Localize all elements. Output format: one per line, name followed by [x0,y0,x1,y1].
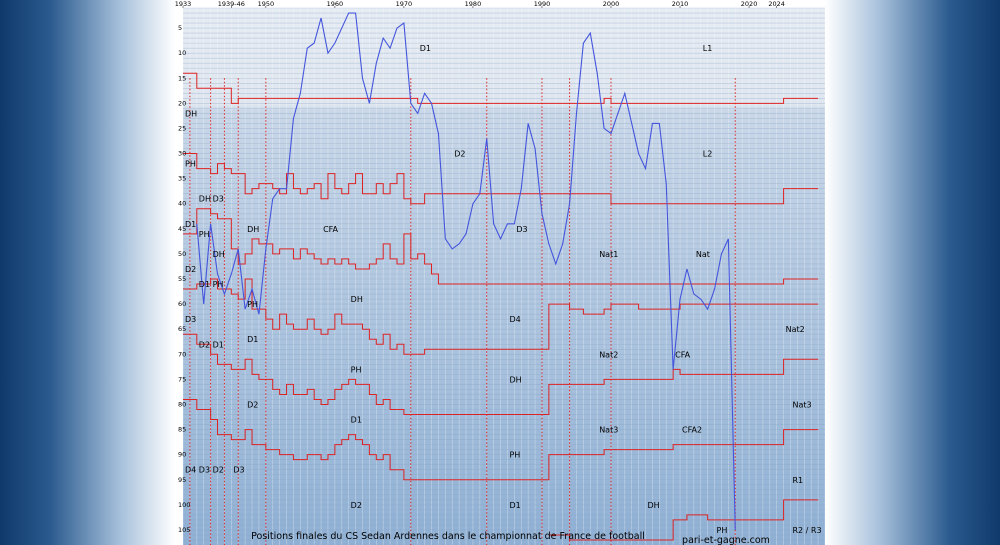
position-series-line [196,12,736,530]
y-tick-label: 65 [178,325,186,333]
league-boundary-line [183,398,819,481]
league-label: DH [247,225,259,234]
league-label: PH [213,280,224,289]
league-label: R2 / R3 [792,526,821,535]
y-tick-label: 40 [178,200,186,208]
league-label: D3 [213,195,224,204]
y-tick-label: 95 [178,476,186,484]
league-label: CFA [323,225,338,234]
x-tick-label: 1939-46 [218,0,245,8]
y-tick-label: 70 [178,350,186,358]
league-label: D1 [420,44,431,53]
x-tick-label: 1990 [534,0,551,8]
league-boundary-line [183,72,819,104]
y-tick-label: 55 [178,275,186,283]
league-label: L2 [703,150,713,159]
x-axis-ticks: 1933 1939-46 1950 1960 1970 1980 1990 2000 2010 2… [175,0,785,8]
league-label: DH [213,250,225,259]
league-label: D4 [185,466,196,475]
league-label: D2 [351,501,362,510]
dotted-markers [189,78,736,545]
league-label: D1 [213,340,224,349]
y-tick-label: 45 [178,225,186,233]
league-label: Nat3 [599,426,618,435]
source-credit: pari-et-gagne.com [682,535,770,545]
league-label: D2 [247,400,258,409]
league-label: D1 [351,416,362,425]
x-tick-label: 2000 [603,0,620,8]
league-label: D2 [199,340,210,349]
league-label: PH [185,160,196,169]
league-label: PH [717,526,728,535]
x-tick-label: 1980 [465,0,482,8]
league-label: L1 [703,44,713,53]
y-tick-label: 75 [178,375,186,383]
league-label: DH [199,195,211,204]
league-label: PH [199,230,210,239]
x-tick-label: 1950 [258,0,275,8]
league-label: D3 [185,315,196,324]
league-label: DH [509,375,521,384]
league-label: D1 [199,280,210,289]
league-label: Nat [696,250,710,259]
position-line [196,12,736,530]
y-tick-label: 80 [178,400,186,408]
league-label: DH [351,295,363,304]
y-tick-label: 85 [178,426,186,434]
league-label: PH [247,300,258,309]
y-axis-ticks: 5 10 15 20 25 30 35 40 45 50 55 60 65 70 75 80 85 90 95 100… [178,24,190,534]
league-boundary-line [548,499,819,541]
y-tick-label: 35 [178,175,186,183]
league-label: D3 [516,225,527,234]
league-label: DH [185,109,197,118]
x-tick-label: 1960 [327,0,344,8]
league-label: D2 [213,466,224,475]
x-tick-label: 2020 [741,0,758,8]
league-label: Nat3 [792,400,811,409]
y-tick-label: 100 [178,501,190,509]
league-label: Nat2 [599,350,618,359]
league-label: D1 [509,501,520,510]
league-label: R1 [792,476,803,485]
y-tick-label: 5 [178,24,182,32]
y-tick-label: 105 [178,526,190,534]
league-label: PH [351,365,362,374]
y-tick-label: 10 [178,49,186,57]
league-label: Nat2 [786,325,805,334]
league-label: CFA2 [682,426,702,435]
league-boundary-line [183,278,819,355]
chart-title: Positions finales du CS Sedan Ardennes d… [251,531,645,542]
y-tick-label: 15 [178,74,186,82]
league-label: Nat1 [599,250,618,259]
league-boundary-lines [183,72,819,541]
y-tick-label: 90 [178,451,186,459]
y-tick-label: 60 [178,300,186,308]
y-tick-label: 20 [178,99,186,107]
x-tick-label: 1970 [396,0,413,8]
y-tick-label: 25 [178,124,186,132]
league-label: DH [648,501,660,510]
league-label: D2 [185,265,196,274]
league-label: PH [509,451,520,460]
x-tick-label: 2024 [768,0,785,8]
league-label: D1 [247,335,258,344]
league-label: CFA [675,350,690,359]
league-label: D3 [233,466,244,475]
league-label: D2 [454,150,465,159]
league-boundary-line [183,208,819,285]
x-tick-label: 2010 [672,0,689,8]
y-tick-label: 30 [178,150,186,158]
league-label: D1 [185,220,196,229]
y-tick-label: 50 [178,250,186,258]
league-label: D3 [199,466,210,475]
league-label: D4 [509,315,520,324]
x-tick-label: 1933 [175,0,192,8]
plot-area [183,8,825,545]
